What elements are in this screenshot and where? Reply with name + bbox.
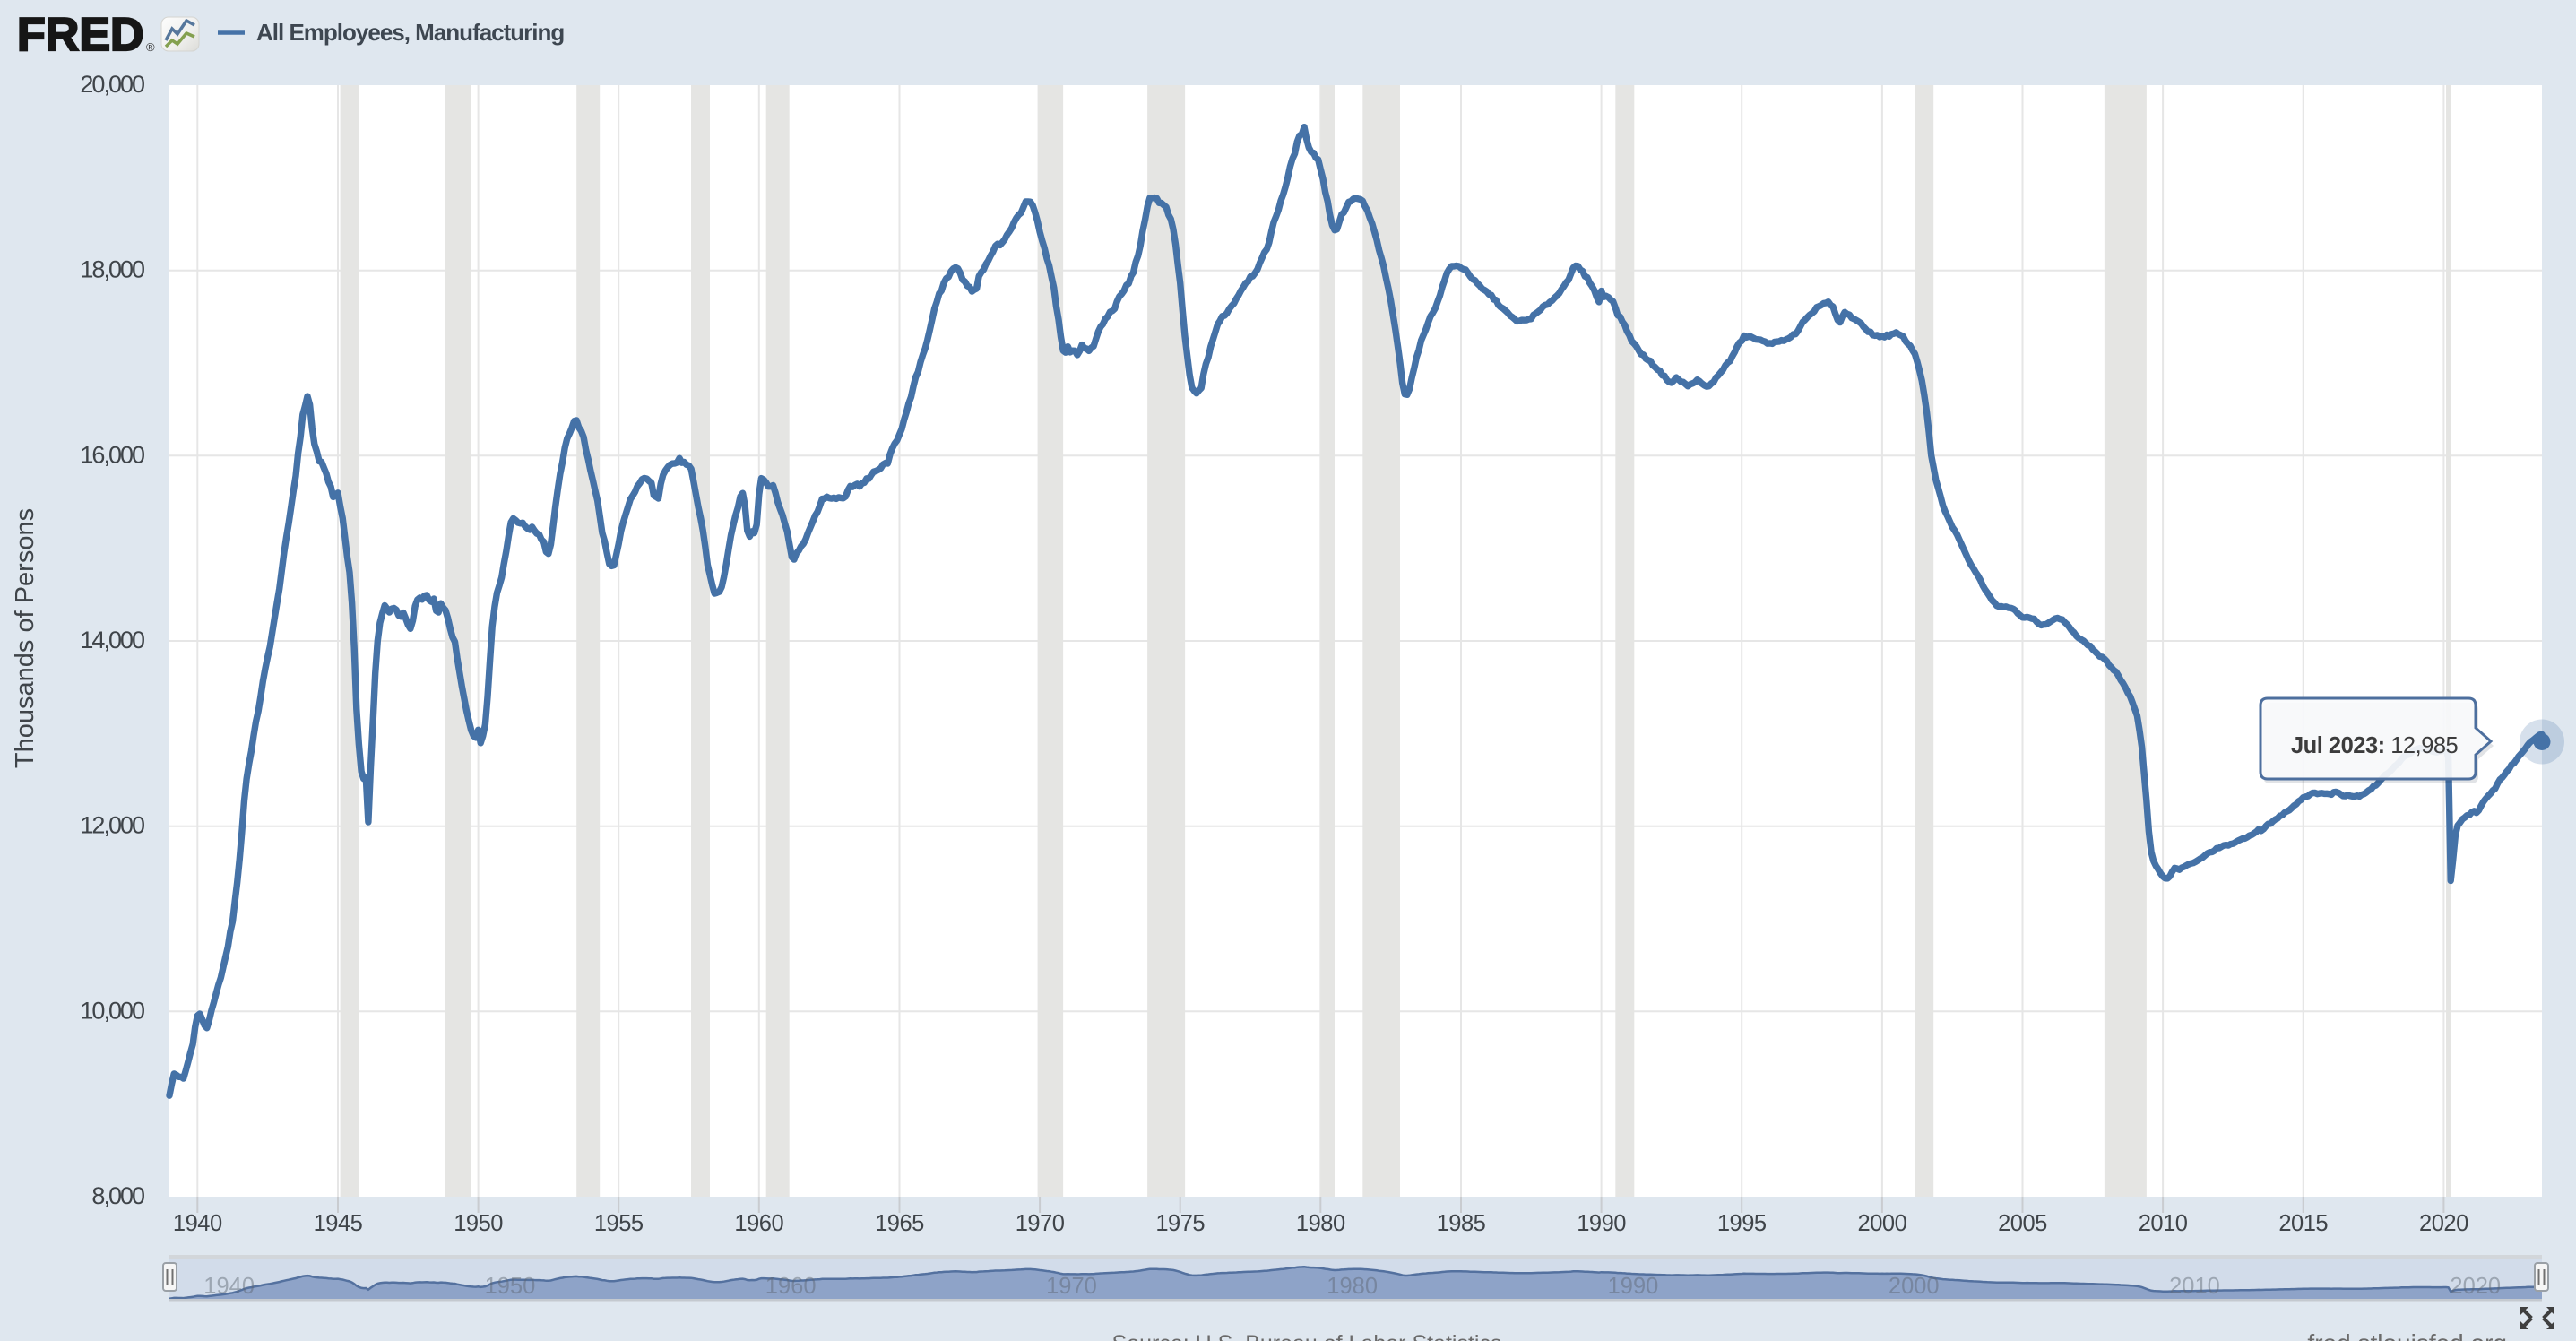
- svg-text:12,000: 12,000: [80, 812, 144, 839]
- svg-text:2020: 2020: [2419, 1211, 2468, 1236]
- svg-text:1985: 1985: [1437, 1211, 1486, 1236]
- svg-text:2005: 2005: [1998, 1211, 2047, 1236]
- svg-text:1990: 1990: [1577, 1211, 1626, 1236]
- svg-text:1970: 1970: [1046, 1274, 1097, 1299]
- svg-text:1940: 1940: [173, 1211, 222, 1236]
- svg-text:2010: 2010: [2169, 1274, 2220, 1299]
- svg-text:2015: 2015: [2278, 1211, 2328, 1236]
- svg-text:Source: U.S. Bureau of Labor S: Source: U.S. Bureau of Labor Statistics: [1112, 1331, 1502, 1341]
- svg-text:®: ®: [146, 40, 155, 54]
- svg-text:1990: 1990: [1608, 1274, 1659, 1299]
- svg-text:1950: 1950: [454, 1211, 503, 1236]
- svg-text:2020: 2020: [2450, 1274, 2501, 1299]
- svg-text:20,000: 20,000: [80, 71, 144, 98]
- svg-text:14,000: 14,000: [80, 627, 144, 653]
- svg-text:2000: 2000: [1858, 1211, 1907, 1236]
- svg-text:2000: 2000: [1889, 1274, 1940, 1299]
- svg-text:1980: 1980: [1296, 1211, 1345, 1236]
- svg-text:1980: 1980: [1327, 1274, 1378, 1299]
- svg-text:1950: 1950: [485, 1274, 536, 1299]
- svg-text:1960: 1960: [734, 1211, 783, 1236]
- svg-text:18,000: 18,000: [80, 256, 144, 283]
- svg-text:1970: 1970: [1016, 1211, 1065, 1236]
- svg-text:Jul 2023: 12,985: Jul 2023: 12,985: [2291, 733, 2459, 758]
- svg-text:1945: 1945: [314, 1211, 363, 1236]
- svg-text:All Employees, Manufacturing: All Employees, Manufacturing: [256, 19, 564, 46]
- svg-text:FRED: FRED: [17, 9, 144, 61]
- svg-text:2010: 2010: [2139, 1211, 2188, 1236]
- svg-text:10,000: 10,000: [80, 997, 144, 1024]
- svg-text:1975: 1975: [1155, 1211, 1205, 1236]
- svg-text:1940: 1940: [203, 1274, 255, 1299]
- svg-text:8,000: 8,000: [91, 1182, 144, 1209]
- svg-text:16,000: 16,000: [80, 441, 144, 468]
- svg-text:fred.stlouisfed.org: fred.stlouisfed.org: [2307, 1329, 2507, 1341]
- svg-text:1965: 1965: [875, 1211, 924, 1236]
- svg-text:1960: 1960: [765, 1274, 817, 1299]
- svg-text:1995: 1995: [1717, 1211, 1767, 1236]
- svg-text:Thousands of Persons: Thousands of Persons: [11, 508, 39, 768]
- svg-text:1955: 1955: [594, 1211, 644, 1236]
